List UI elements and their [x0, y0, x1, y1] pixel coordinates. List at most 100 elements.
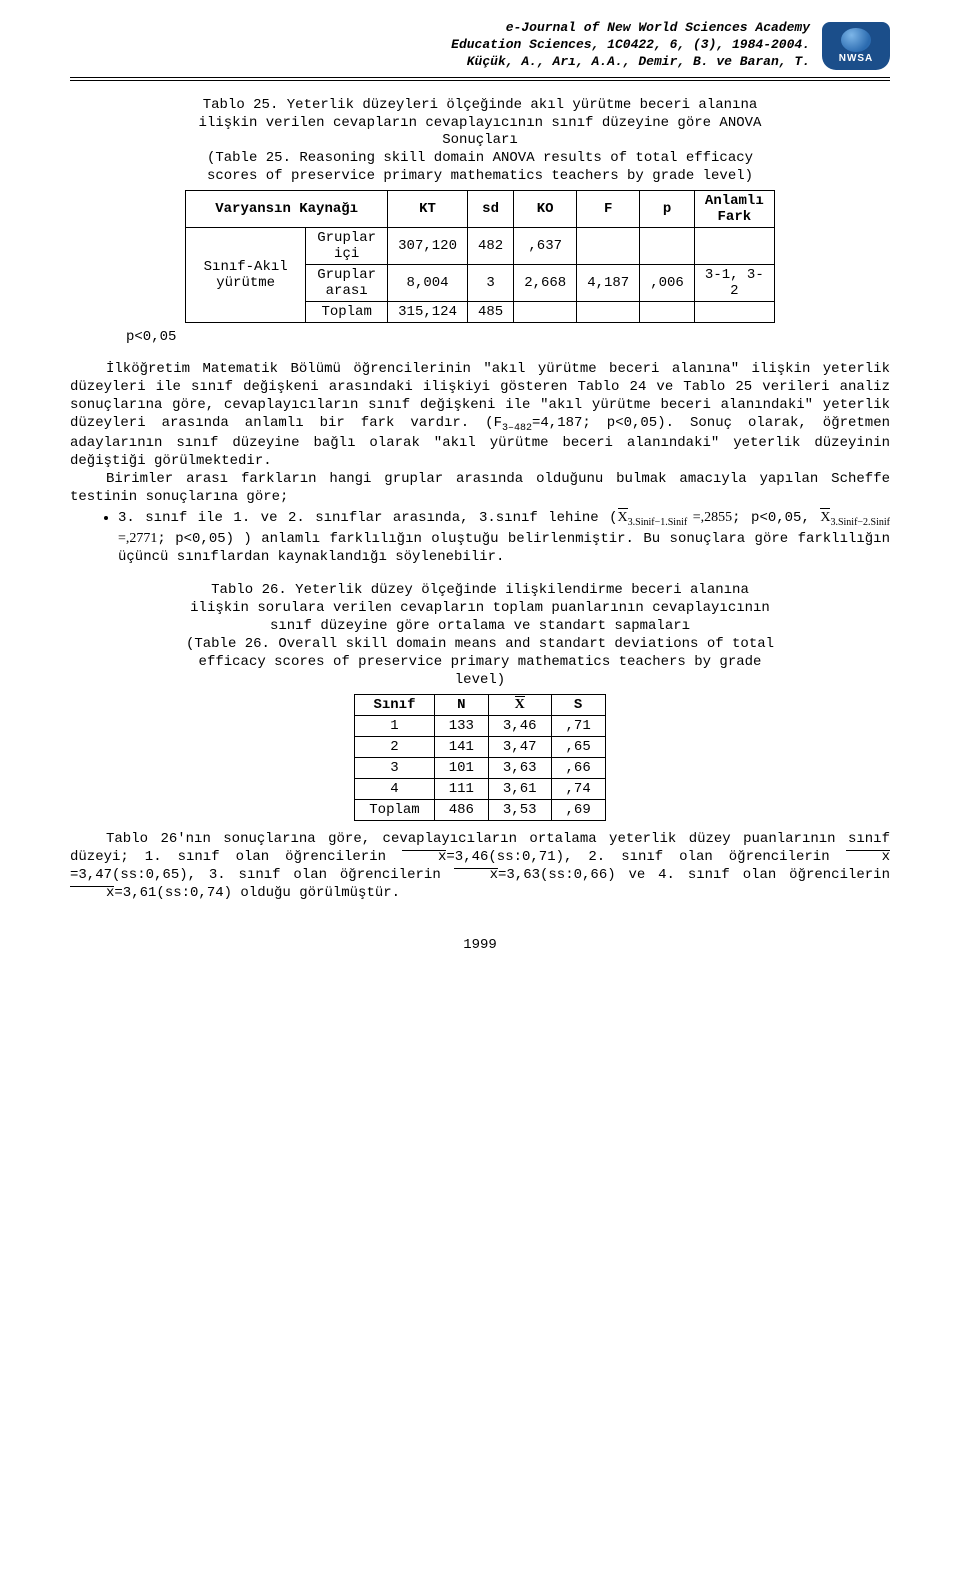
- table26-row-4: 4 111 3,61 ,74: [355, 778, 605, 799]
- td-c2: 141: [434, 736, 488, 757]
- td-sd: 482: [467, 228, 513, 265]
- th-diff: Anlamlı Fark: [694, 191, 774, 228]
- logo-text: NWSA: [839, 54, 874, 64]
- td-c4: ,71: [551, 715, 605, 736]
- th-s: S: [551, 694, 605, 715]
- th-kt: KT: [388, 191, 468, 228]
- td-c3: 3,47: [488, 736, 551, 757]
- authors-line: Küçük, A., Arı, A.A., Demir, B. ve Baran…: [70, 54, 810, 71]
- b1-eq1: =,2855: [687, 510, 732, 525]
- th-source: Varyansın Kaynağı: [186, 191, 388, 228]
- th-sinif: Sınıf: [355, 694, 434, 715]
- table25-caption-en-1: (Table 25. Reasoning skill domain ANOVA …: [70, 150, 890, 168]
- td-c4: ,74: [551, 778, 605, 799]
- table26-caption-en-1: (Table 26. Overall skill domain means an…: [70, 636, 890, 654]
- td-c1: Toplam: [355, 799, 434, 820]
- table26-caption-tr-2: ilişkin sorulara verilen cevapların topl…: [70, 600, 890, 618]
- xbar-symbol: X: [515, 697, 525, 713]
- header-rule-1: [70, 77, 890, 78]
- b1-x1-sub: 3.Sinif−1.Sinif: [628, 517, 688, 528]
- xbar-symbol: x: [846, 849, 890, 867]
- td-grp: Gruplar içi: [306, 228, 388, 265]
- td-ko: ,637: [514, 228, 577, 265]
- td-c1: 3: [355, 757, 434, 778]
- paragraph-1: İlköğretim Matematik Bölümü öğrencilerin…: [70, 361, 890, 471]
- header-lines: e-Journal of New World Sciences Academy …: [70, 20, 890, 71]
- b1-eq2: =,2771: [118, 531, 157, 546]
- table26-row-5: Toplam 486 3,53 ,69: [355, 799, 605, 820]
- table26-row-1: 1 133 3,46 ,71: [355, 715, 605, 736]
- p3-v2: =3,47(ss:0,65), 3. sınıf olan öğrenciler…: [70, 867, 454, 883]
- b1-mid: ; p<0,05,: [732, 510, 820, 526]
- table25-caption-tr-2: ilişkin verilen cevapların cevaplayıcını…: [70, 115, 890, 133]
- table25-caption-en-2: scores of preservice primary mathematics…: [70, 168, 890, 186]
- p3-v4: =3,61(ss:0,74) olduğu görülmüştür.: [114, 885, 400, 901]
- td-c3: 3,46: [488, 715, 551, 736]
- xbar-symbol: x: [402, 849, 446, 867]
- table25-caption-tr-3: Sonuçları: [70, 132, 890, 150]
- td-c3: 3,61: [488, 778, 551, 799]
- xbar-symbol: X: [618, 509, 628, 527]
- td-c2: 133: [434, 715, 488, 736]
- xbar-symbol: x: [70, 885, 114, 903]
- td-p: [640, 228, 695, 265]
- td-c1: 1: [355, 715, 434, 736]
- b1-a: 3. sınıf ile 1. ve 2. sınıflar arasında,…: [118, 510, 618, 526]
- b1-end: ; p<0,05) ) anlamlı farklılığın oluştuğu…: [118, 531, 890, 565]
- table26-caption-en-3: level): [70, 672, 890, 690]
- p3-v3: =3,63(ss:0,66) ve 4. sınıf olan öğrencil…: [498, 867, 890, 883]
- journal-name: e-Journal of New World Sciences Academy: [70, 20, 810, 37]
- td-grp: Toplam: [306, 302, 388, 323]
- td-c2: 111: [434, 778, 488, 799]
- td-f: 4,187: [577, 265, 640, 302]
- table25-footnote: p<0,05: [126, 329, 890, 347]
- table26-caption-tr-3: sınıf düzeyine göre ortalama ve standart…: [70, 618, 890, 636]
- td-c1: 2: [355, 736, 434, 757]
- td-c4: ,69: [551, 799, 605, 820]
- page-number: 1999: [70, 937, 890, 953]
- table26-header-row: Sınıf N X S: [355, 694, 605, 715]
- td-c4: ,66: [551, 757, 605, 778]
- td-diff: [694, 228, 774, 265]
- table25-caption-tr-1: Tablo 25. Yeterlik düzeyleri ölçeğinde a…: [70, 97, 890, 115]
- paragraph-3: Tablo 26'nın sonuçlarına göre, cevaplayı…: [70, 831, 890, 903]
- td-kt: 8,004: [388, 265, 468, 302]
- th-sd: sd: [467, 191, 513, 228]
- td-kt: 315,124: [388, 302, 468, 323]
- bullet-1: 3. sınıf ile 1. ve 2. sınıflar arasında,…: [118, 509, 890, 566]
- td-kt: 307,120: [388, 228, 468, 265]
- p3-v1: =3,46(ss:0,71), 2. sınıf olan öğrenciler…: [446, 849, 845, 865]
- table25-row-1: Sınıf-Akıl yürütme Gruplar içi 307,120 4…: [186, 228, 775, 265]
- td-p: ,006: [640, 265, 695, 302]
- globe-icon: [841, 28, 871, 52]
- b1-x2-sub: 3.Sinif−2.Sinif: [830, 517, 890, 528]
- journal-issue: Education Sciences, 1C0422, 6, (3), 1984…: [70, 37, 810, 54]
- td-ko: [514, 302, 577, 323]
- td-f: [577, 228, 640, 265]
- td-f: [577, 302, 640, 323]
- header-rule-2: [70, 80, 890, 81]
- table26-row-2: 2 141 3,47 ,65: [355, 736, 605, 757]
- td-c3: 3,63: [488, 757, 551, 778]
- table26-caption-tr-1: Tablo 26. Yeterlik düzey ölçeğinde ilişk…: [70, 582, 890, 600]
- td-c2: 486: [434, 799, 488, 820]
- nwsa-logo: NWSA: [822, 22, 890, 70]
- th-xbar: X: [488, 694, 551, 715]
- table25-header-row: Varyansın Kaynağı KT sd KO F p Anlamlı F…: [186, 191, 775, 228]
- td-c2: 101: [434, 757, 488, 778]
- td-grp: Gruplar arası: [306, 265, 388, 302]
- scheffe-bullets: 3. sınıf ile 1. ve 2. sınıflar arasında,…: [118, 509, 890, 566]
- para1-sub: 3–482: [502, 423, 532, 434]
- table26-caption-en-2: efficacy scores of preservice primary ma…: [70, 654, 890, 672]
- td-diff: [694, 302, 774, 323]
- table26: Sınıf N X S 1 133 3,46 ,71 2 141 3,47 ,6…: [354, 694, 605, 821]
- th-ko: KO: [514, 191, 577, 228]
- page-header: e-Journal of New World Sciences Academy …: [70, 20, 890, 71]
- td-row-label: Sınıf-Akıl yürütme: [186, 228, 306, 323]
- th-p: p: [640, 191, 695, 228]
- th-n: N: [434, 694, 488, 715]
- td-p: [640, 302, 695, 323]
- td-c1: 4: [355, 778, 434, 799]
- td-c3: 3,53: [488, 799, 551, 820]
- table26-row-3: 3 101 3,63 ,66: [355, 757, 605, 778]
